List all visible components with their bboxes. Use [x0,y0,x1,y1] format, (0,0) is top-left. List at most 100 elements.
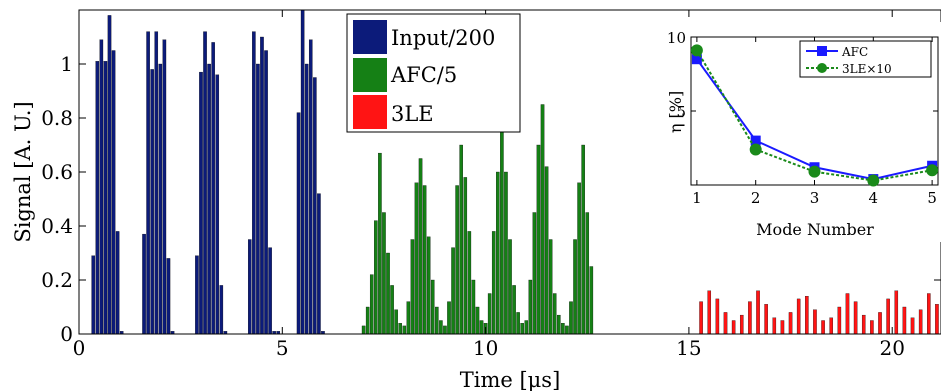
bar-afc-5 [439,320,443,335]
legend-entry-afc: AFC/5 [353,58,457,92]
bar-input-200 [142,233,146,335]
bar-3le [853,301,858,335]
bar-3le [772,317,777,335]
bar-afc-5 [585,212,590,335]
bar-afc-5 [447,301,451,335]
bar-afc-5 [577,182,581,335]
inset-series-3le-10 [690,44,939,187]
inset-y-tick-label: 5 [676,103,686,121]
bar-afc-5 [361,325,366,335]
bar-afc-5 [471,279,476,335]
bar-input-200 [252,31,256,335]
y-axis-label: Signal [A. U.] [11,101,35,242]
bar-3le [731,320,736,335]
bar-afc-5 [581,144,585,335]
y-tick-label: 0.8 [41,106,73,130]
inset-plot: 1 2 3 4 5 5 10 Mode Number η [%] AFC 3LE×10 [666,22,941,242]
bar-afc-5 [467,231,472,335]
inset-point-3le-10 [690,44,703,57]
bar-afc-5 [589,266,594,335]
bar-input-200 [166,258,171,335]
bar-3le [845,293,850,335]
bar-afc-5 [536,144,541,335]
bar-afc-5 [544,166,549,335]
inset-point-3le-10 [867,174,880,187]
inset-x-tick-label: 3 [810,189,820,207]
bar-input-200 [146,31,150,335]
bar-afc-5 [374,220,378,335]
legend-swatch-afc [353,58,387,92]
inset-legend-label-3le: 3LE×10 [842,62,892,76]
inset-series [690,44,939,187]
x-tick-label: 0 [73,336,86,360]
bar-input-200 [300,9,305,335]
bar-3le [796,298,801,335]
bar-afc-5 [369,274,374,335]
bar-3le [756,290,760,335]
bar-afc-5 [565,325,569,335]
series-afc-5 [361,104,594,335]
bar-afc-5 [512,285,516,335]
y-tick-label: 1 [60,52,73,76]
bar-afc-5 [406,301,411,335]
bar-afc-5 [463,177,468,335]
bar-afc-5 [520,323,524,335]
bar-afc-5 [540,104,545,335]
bar-input-200 [150,69,154,335]
bar-afc-5 [430,279,435,335]
inset-x-tick-label: 5 [927,189,937,207]
bar-afc-5 [508,239,512,335]
bar-3le [788,312,793,335]
series-3le [699,290,939,335]
inset-legend-marker-3le [817,63,827,73]
bar-input-200 [211,42,215,335]
bar-afc-5 [426,236,431,335]
bar-afc-5 [398,323,402,335]
bar-3le [935,304,939,335]
bar-3le [748,301,752,335]
bar-3le [861,314,866,335]
main-plot-bars [91,9,939,335]
bar-input-200 [162,39,167,335]
bar-input-200 [95,61,100,335]
bar-input-200 [199,71,203,335]
bar-input-200 [111,50,116,335]
bar-input-200 [91,255,96,335]
x-tick-label: 10 [473,336,498,360]
bar-afc-5 [528,279,533,335]
inset-legend-marker-afc [817,46,827,56]
inset-point-afc [691,54,702,65]
bar-input-200 [215,74,220,335]
inset-y-axis-label: η [%] [666,91,685,133]
bar-afc-5 [365,306,370,335]
inset-x-tick-label: 2 [751,189,761,207]
inset-point-3le-10 [926,164,939,177]
bar-input-200 [247,239,252,335]
legend-entry-input: Input/200 [353,20,495,54]
bar-3le [829,317,833,335]
bar-afc-5 [418,158,423,335]
bar-input-200 [154,31,159,335]
bar-3le [764,304,768,335]
bar-3le [821,320,825,335]
bar-3le [780,320,785,335]
inset-line-3le-10 [696,49,933,182]
x-tick-label: 5 [276,336,289,360]
bar-3le [813,309,817,335]
legend-label-afc: AFC/5 [390,63,457,87]
bar-afc-5 [491,231,496,335]
bar-input-200 [115,231,120,335]
bar-input-200 [103,61,108,335]
bar-input-200 [304,63,309,335]
bar-input-200 [158,63,163,335]
bar-afc-5 [386,252,390,335]
bar-afc-5 [475,306,480,335]
x-axis-label: Time [μs] [460,368,561,391]
legend-label-input: Input/200 [391,26,495,50]
bar-input-200 [268,247,272,335]
bar-afc-5 [479,320,484,335]
bar-input-200 [195,255,199,335]
bar-afc-5 [504,171,508,335]
x-tick-label: 20 [879,336,904,360]
